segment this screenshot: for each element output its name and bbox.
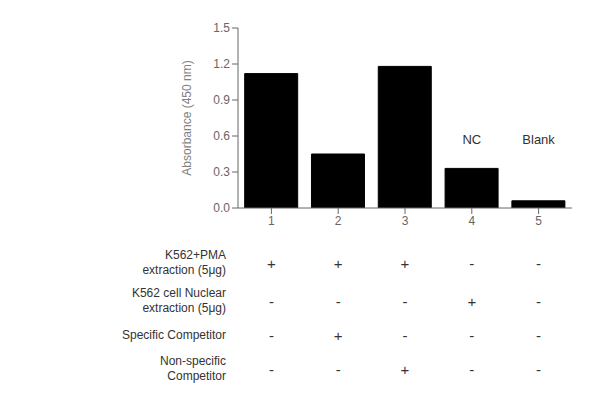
svg-text:0.6: 0.6 — [213, 129, 230, 143]
svg-text:0.9: 0.9 — [213, 93, 230, 107]
html-text:extraction (5μg): extraction (5μg) — [142, 263, 226, 277]
svg-text:1.5: 1.5 — [213, 21, 230, 35]
html-text:Specific Competitor: Specific Competitor — [122, 327, 226, 342]
svg-text:1: 1 — [268, 214, 275, 228]
svg-text:4: 4 — [468, 214, 475, 228]
svg-text:1.2: 1.2 — [213, 57, 230, 71]
svg-text:NC: NC — [462, 132, 481, 147]
html-text:Non-specific: Non-specific — [160, 354, 226, 368]
svg-text:0.3: 0.3 — [213, 165, 230, 179]
svg-text:3: 3 — [402, 214, 409, 228]
svg-text:0.0: 0.0 — [213, 201, 230, 215]
svg-text:2: 2 — [335, 214, 342, 228]
html-text:K562+PMA: K562+PMA — [165, 248, 226, 262]
html-text:Competitor: Competitor — [167, 369, 226, 383]
svg-text:Blank: Blank — [522, 132, 555, 147]
html-text:extraction (5μg): extraction (5μg) — [142, 301, 226, 315]
html-text:K562 cell Nuclear: K562 cell Nuclear — [131, 286, 226, 300]
svg-text:Absorbance (450 nm): Absorbance (450 nm) — [180, 60, 194, 175]
svg-text:5: 5 — [535, 214, 542, 228]
